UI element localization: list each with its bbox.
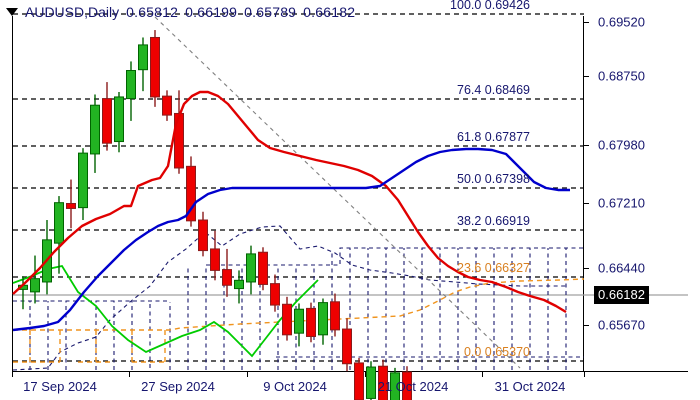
candle-body-down: [210, 248, 220, 271]
candle-body-up: [318, 302, 328, 336]
ohlc-open: 0.65812: [126, 4, 179, 20]
date-tick: [129, 372, 130, 377]
fib-label-100.0: 100.0 0.69426: [450, 0, 530, 12]
candle-body-up: [30, 278, 40, 293]
candle-body-up: [294, 308, 304, 334]
candle-body-down: [186, 165, 196, 222]
symbol-label: AUDUSD,Daily: [25, 4, 120, 20]
fib-label-0.0: 0.0 0.65370: [463, 345, 530, 359]
price-label: 0.65670: [598, 317, 645, 333]
current-price-tag: 0.66182: [594, 286, 649, 304]
candle-body-down: [282, 303, 292, 336]
ohlc-low: 0.65789: [244, 4, 297, 20]
price-label: 0.68750: [598, 68, 645, 84]
candle-body-up: [78, 152, 88, 209]
candle-body-up: [126, 70, 136, 100]
candle-body-down: [102, 98, 112, 144]
candle-body-up: [90, 104, 100, 155]
candle-body-down: [330, 301, 340, 331]
candle-body-down: [306, 307, 316, 337]
candle-body-down: [66, 202, 76, 209]
fib-label-23.6: 23.6 0.66327: [457, 261, 530, 275]
candle-body-up: [138, 44, 148, 71]
fib-label-61.8: 61.8 0.67877: [457, 130, 530, 144]
date-tick: [365, 372, 366, 377]
candle-body-up: [366, 366, 376, 399]
price-tick: [584, 22, 589, 23]
price-tick: [584, 76, 589, 77]
date-tick: [247, 372, 248, 377]
date-tick: [482, 372, 483, 377]
candle-body-up: [114, 96, 124, 143]
price-scale-border: [584, 16, 688, 372]
candle-body-down: [354, 362, 364, 400]
date-label: 17 Sep 2024: [23, 379, 97, 394]
price-tick: [584, 203, 589, 204]
ohlc-high: 0.66199: [185, 4, 238, 20]
candle-body-up: [246, 253, 256, 283]
candle-body-down: [150, 36, 160, 98]
candle-body-down: [402, 371, 412, 400]
candle-body-down: [198, 219, 208, 252]
candle-body-down: [258, 251, 268, 285]
candle-body-up: [390, 372, 400, 400]
price-tick: [584, 325, 589, 326]
date-tick: [12, 372, 13, 377]
oscillator-signal-line: [13, 278, 585, 363]
date-label: 27 Sep 2024: [141, 379, 215, 394]
price-label: 0.67210: [598, 195, 645, 211]
date-label: 9 Oct 2024: [263, 379, 327, 394]
ma-slow-line: [12, 147, 570, 332]
candle-body-down: [342, 328, 352, 365]
candle-body-up: [234, 279, 244, 290]
candle-body-down: [378, 365, 388, 400]
oscillator-main-line: [12, 264, 319, 358]
date-label: 31 Oct 2024: [494, 379, 566, 394]
price-label: 0.69520: [598, 14, 645, 30]
price-label: 0.67980: [598, 137, 645, 153]
date-tick: [584, 372, 585, 377]
ma-fast-line: [12, 90, 567, 314]
price-tick: [584, 145, 589, 146]
ohlc-close: 0.66182: [303, 4, 356, 20]
plot-area-border: [12, 16, 584, 372]
triangle-down-icon[interactable]: [6, 8, 18, 16]
fib-label-38.2: 38.2 0.66919: [457, 214, 530, 228]
fib-label-76.4: 76.4 0.68469: [457, 83, 530, 97]
date-label: 21 Oct 2024: [377, 379, 449, 394]
price-tick: [584, 268, 589, 269]
candle-body-down: [270, 283, 280, 306]
candle-body-down: [162, 95, 172, 116]
fib-label-50.0: 50.0 0.67398: [457, 172, 530, 186]
price-label: 0.66440: [598, 260, 645, 276]
chart-header: AUDUSD,Daily 0.65812 0.66199 0.65789 0.6…: [6, 4, 355, 20]
candle-body-down: [222, 269, 232, 286]
candle-body-up: [54, 202, 64, 244]
